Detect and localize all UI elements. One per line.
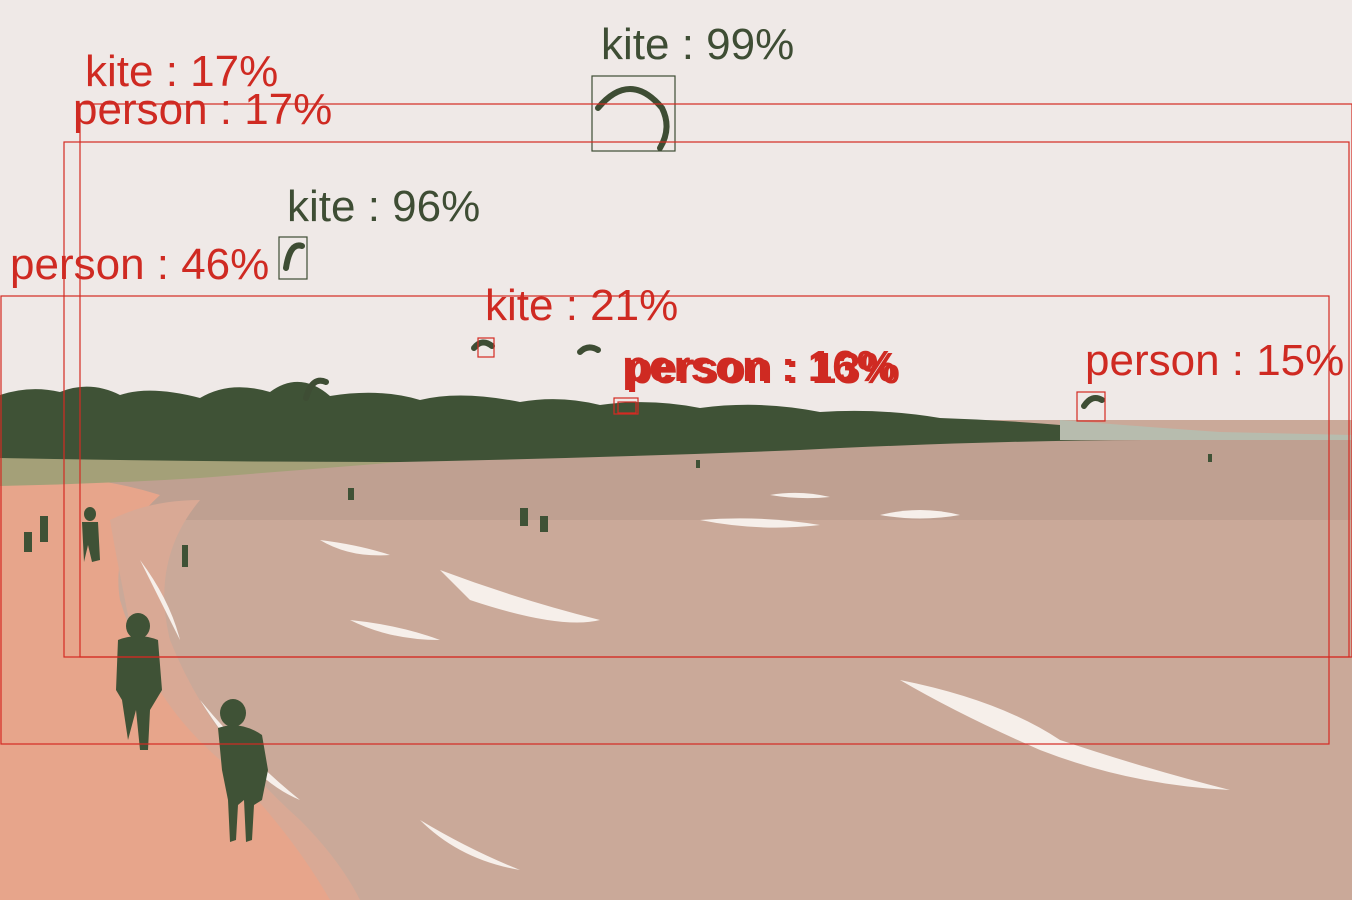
detection-boxes <box>0 75 1352 745</box>
box-person-15 <box>1076 391 1106 422</box>
box-kite-96 <box>278 236 308 280</box>
label-person-46: person : 46% <box>10 240 270 289</box>
people <box>24 454 1212 842</box>
label-kite-21: kite : 21% <box>485 281 679 330</box>
label-kite-99: kite : 99% <box>601 20 795 69</box>
sand-wet <box>110 500 360 900</box>
box-person-46 <box>0 295 1330 745</box>
label-person-16: person : 16% <box>622 342 896 391</box>
box-person-16 <box>613 397 639 415</box>
label-kite-17: kite : 17% <box>85 47 279 96</box>
waves <box>140 492 1230 870</box>
sky <box>0 0 1352 420</box>
label-person-17: person : 17% <box>73 85 333 134</box>
label-person-15: person : 15% <box>1085 336 1345 385</box>
box-person-17 <box>63 141 1350 658</box>
box-kite-21 <box>477 337 495 358</box>
label-kite-96: kite : 96% <box>287 182 481 231</box>
box-person-13 <box>617 401 637 414</box>
kites <box>283 86 1105 409</box>
box-kite-99 <box>591 75 676 152</box>
grass-strip <box>0 458 400 486</box>
distant-shore <box>1060 420 1352 440</box>
treeline <box>0 381 1160 462</box>
label-person-13: person : 13% <box>626 344 900 393</box>
